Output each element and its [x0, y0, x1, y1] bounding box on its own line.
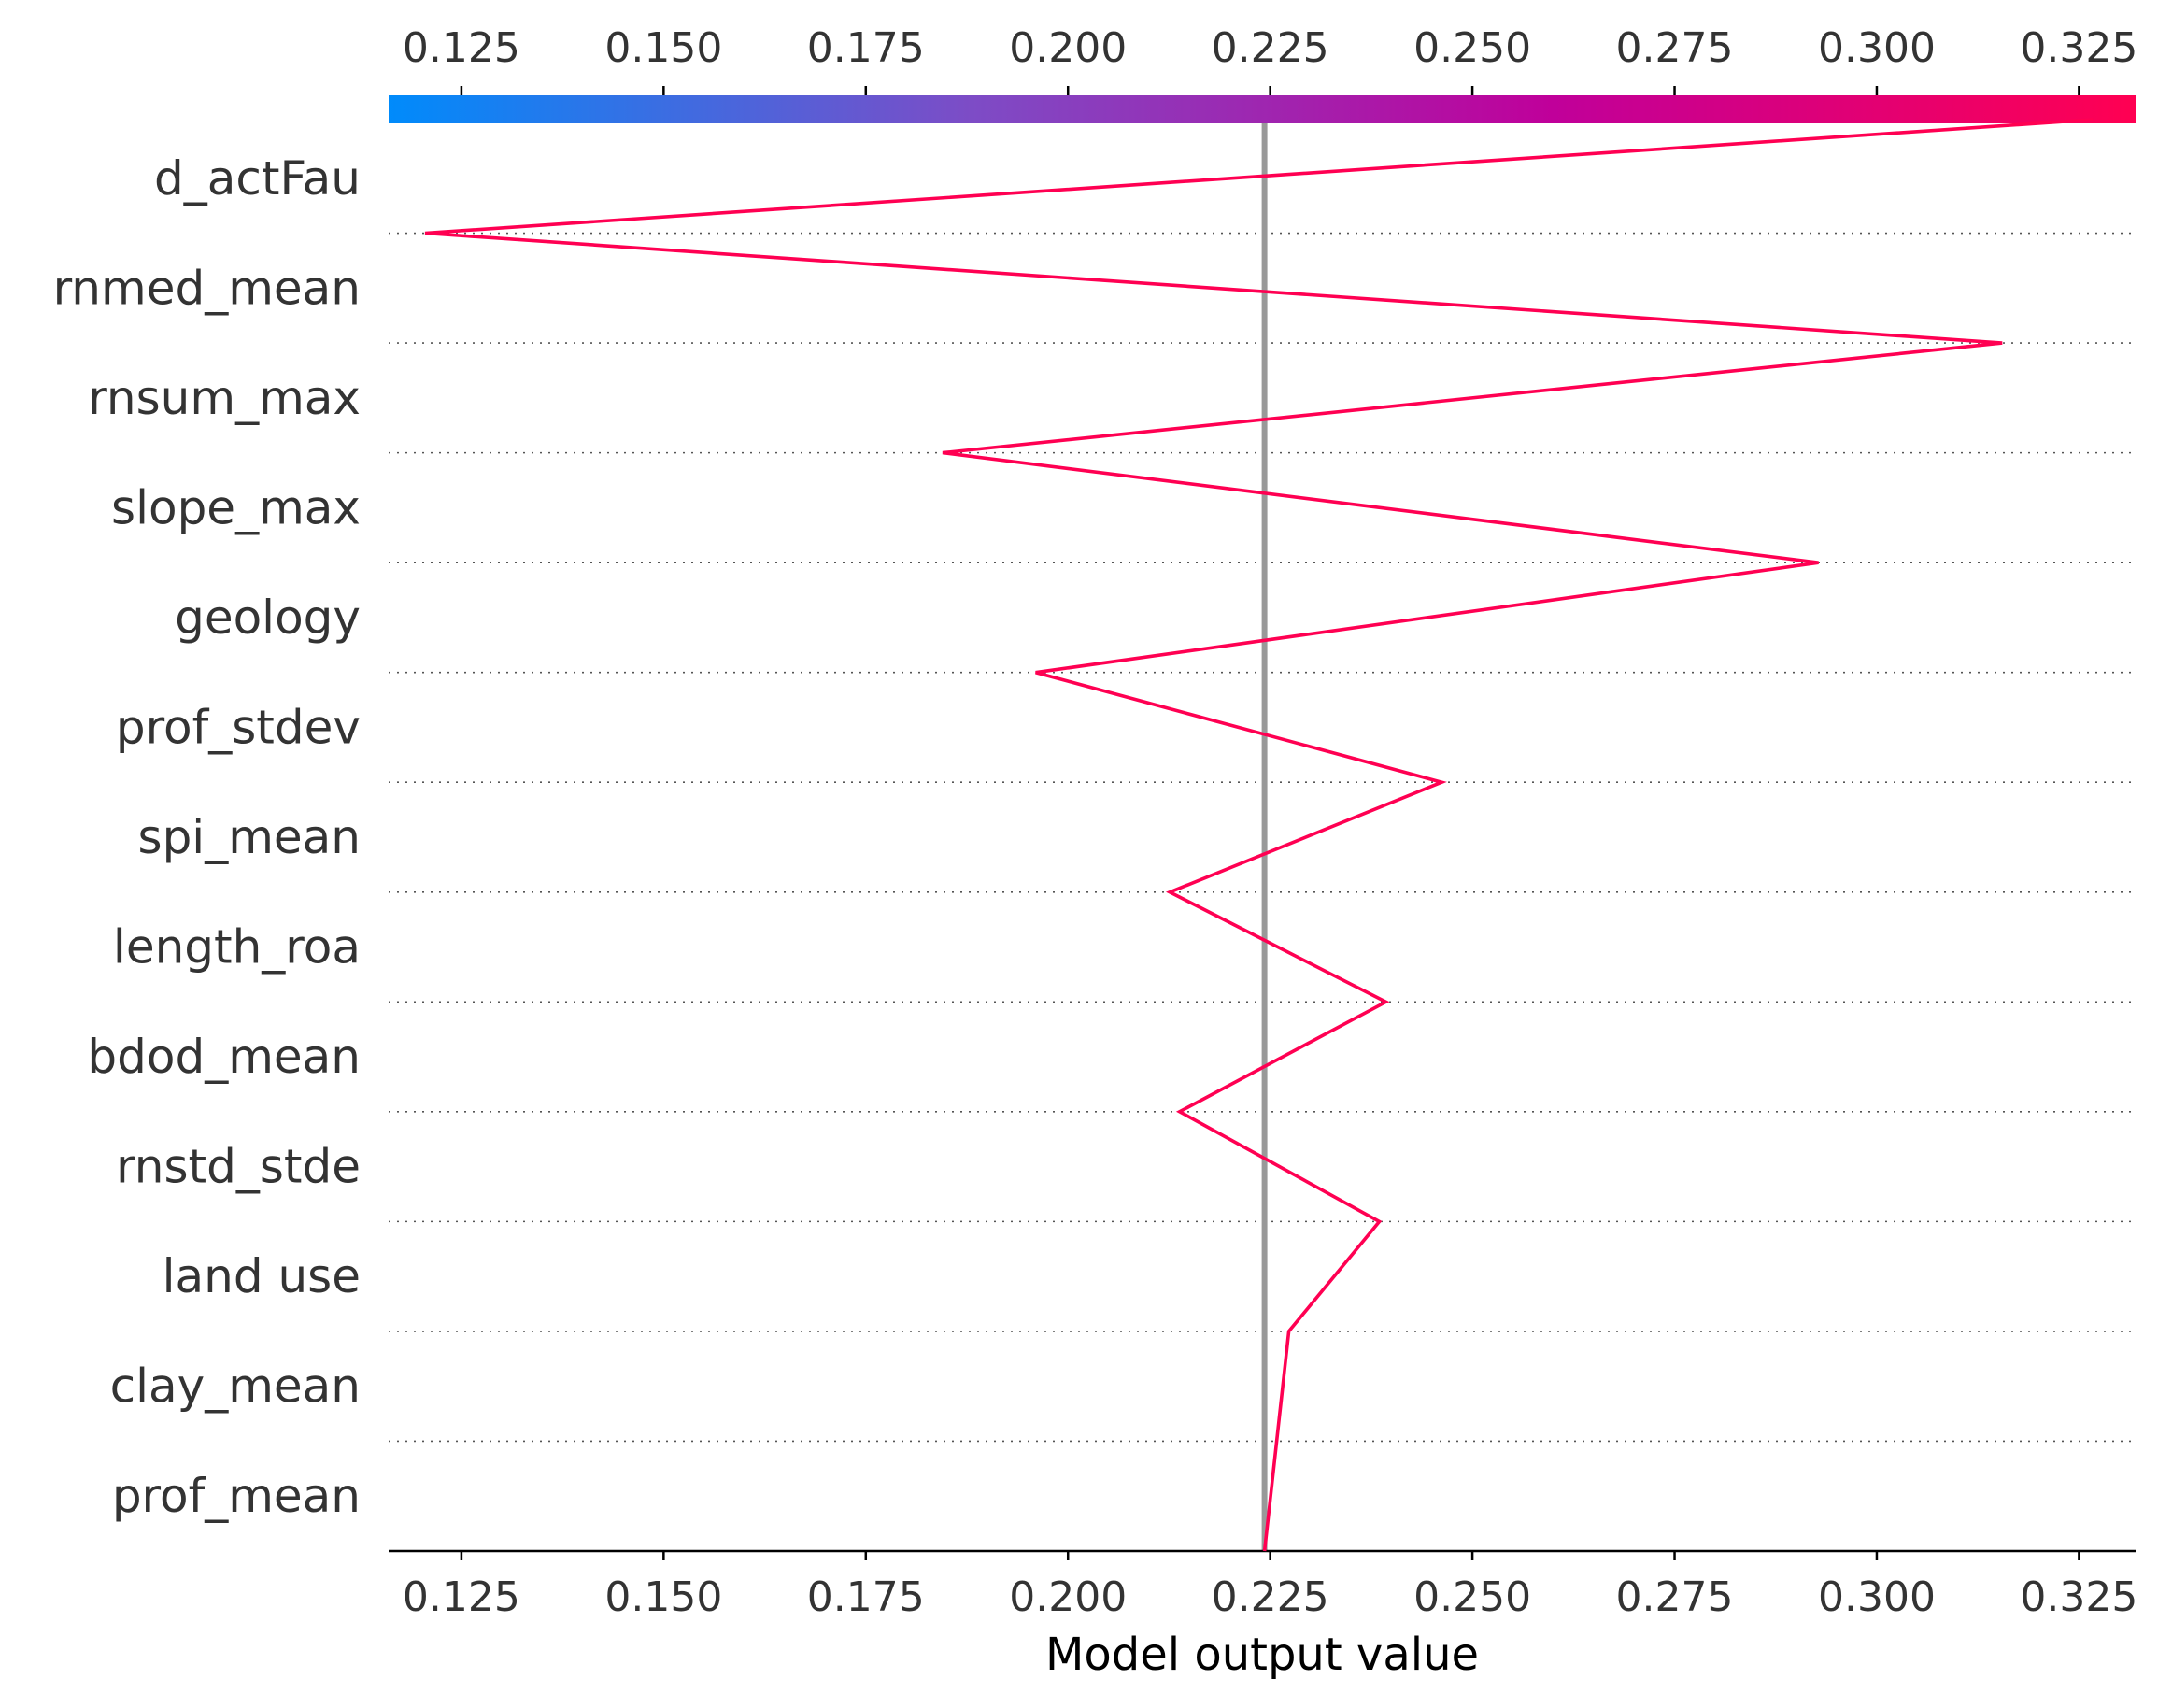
feature-label: slope_max: [111, 480, 361, 534]
feature-label: rnmed_mean: [53, 261, 361, 315]
x-tick-label: 0.300: [1818, 1573, 1936, 1621]
x-tick-label-top: 0.150: [604, 24, 722, 72]
x-tick-label: 0.175: [807, 1573, 925, 1621]
feature-label: spi_mean: [138, 810, 361, 864]
x-tick-label-top: 0.275: [1616, 24, 1734, 72]
feature-labels: d_actFau rnmed_mean rnsum_max slope_maxgeol…: [53, 151, 361, 1523]
decision-path-line: [425, 120, 2093, 1551]
feature-label: prof_mean: [112, 1469, 361, 1523]
x-axis-title: Model output value: [1045, 1629, 1479, 1681]
feature-label: bdod_mean: [87, 1030, 361, 1084]
feature-label: rnstd_stde: [116, 1140, 361, 1194]
x-tick-label-top: 0.200: [1009, 24, 1127, 72]
feature-label: clay_mean: [110, 1359, 361, 1414]
colorbar-gradient: [389, 95, 2136, 123]
colorbar: [389, 95, 2136, 123]
x-tick-label-top: 0.125: [403, 24, 520, 72]
x-tick-label: 0.275: [1616, 1573, 1734, 1621]
x-tick-label: 0.125: [403, 1573, 520, 1621]
feature-label: rnsum_max: [88, 371, 361, 425]
x-tick-label-top: 0.250: [1413, 24, 1531, 72]
feature-label: d_actFau: [154, 151, 361, 206]
x-tick-label: 0.200: [1009, 1573, 1127, 1621]
decision-line-layer: [425, 120, 2093, 1551]
x-tick-label: 0.250: [1413, 1573, 1531, 1621]
x-tick-label-top: 0.300: [1818, 24, 1936, 72]
x-tick-label-top: 0.225: [1212, 24, 1329, 72]
feature-label: length_roa: [113, 920, 361, 975]
feature-label: prof_stdev: [116, 700, 361, 754]
x-tick-label-top: 0.175: [807, 24, 925, 72]
x-tick-label: 0.150: [604, 1573, 722, 1621]
feature-label: land use: [163, 1249, 361, 1303]
x-tick-label: 0.225: [1212, 1573, 1329, 1621]
x-tick-label: 0.325: [2020, 1573, 2137, 1621]
feature-label: geology: [175, 591, 361, 645]
x-tick-label-top: 0.325: [2020, 24, 2137, 72]
